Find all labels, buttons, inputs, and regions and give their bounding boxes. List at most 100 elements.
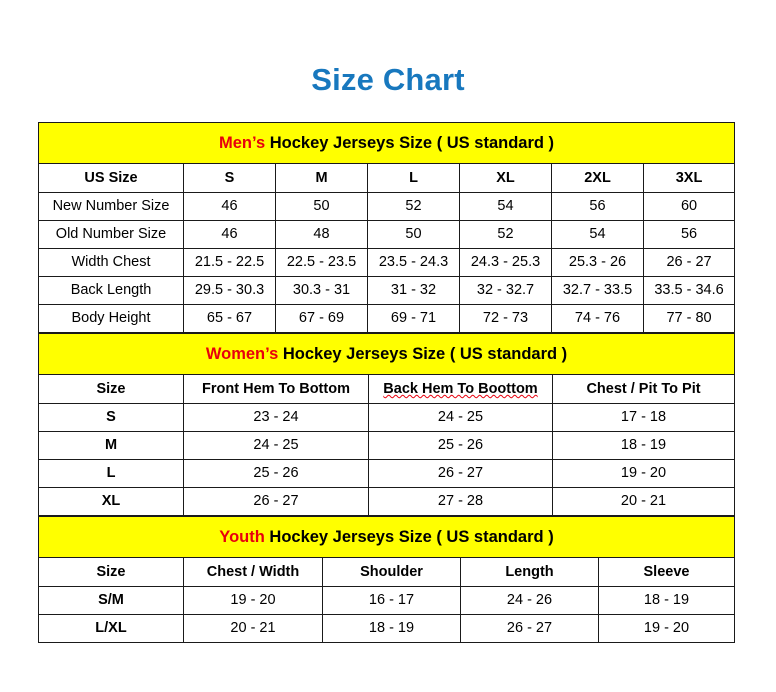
table-cell: 22.5 - 23.5 (275, 248, 368, 277)
table-cell: 32 - 32.7 (459, 276, 552, 305)
youth-section-banner: Youth Hockey Jerseys Size ( US standard … (37, 516, 736, 558)
table-row: Body Height 65 - 67 67 - 69 69 - 71 72 -… (38, 304, 736, 333)
table-row: Back Length 29.5 - 30.3 30.3 - 31 31 - 3… (38, 276, 736, 305)
table-cell: 26 - 27 (642, 248, 736, 277)
table-row: Old Number Size 46 48 50 52 54 56 (38, 220, 736, 249)
mens-column-header-row: US Size S M L XL 2XL 3XL (38, 163, 736, 193)
table-cell: 17 - 18 (551, 403, 736, 432)
mens-col-header: 2XL (551, 163, 644, 193)
table-cell: 27 - 28 (368, 487, 553, 516)
youth-col-header: Chest / Width (183, 557, 323, 587)
womens-col-header: Front Hem To Bottom (183, 374, 369, 404)
youth-banner-accent: Youth (219, 528, 265, 546)
row-label: L/XL (38, 614, 184, 643)
womens-col-header-misspelled: Back Hem To Boottom (383, 381, 538, 397)
table-cell: 20 - 21 (183, 614, 323, 643)
youth-size-table: Youth Hockey Jerseys Size ( US standard … (37, 516, 736, 643)
table-cell: 20 - 21 (551, 487, 736, 516)
table-cell: 16 - 17 (322, 586, 461, 615)
womens-section-banner: Women’s Hockey Jerseys Size ( US standar… (37, 333, 736, 375)
table-cell: 26 - 27 (368, 459, 553, 488)
table-cell: 30.3 - 31 (275, 276, 368, 305)
table-cell: 50 (367, 220, 460, 249)
youth-banner-rest: Hockey Jerseys Size ( US standard ) (264, 528, 554, 546)
mens-size-table: Men’s Hockey Jerseys Size ( US standard … (37, 122, 736, 333)
table-cell: 52 (367, 192, 460, 221)
youth-banner-cell: Youth Hockey Jerseys Size ( US standard … (37, 516, 736, 558)
row-label: New Number Size (38, 192, 184, 221)
table-cell: 29.5 - 30.3 (183, 276, 276, 305)
table-cell: 21.5 - 22.5 (183, 248, 276, 277)
table-cell: 65 - 67 (183, 304, 276, 333)
table-cell: 54 (459, 192, 552, 221)
table-cell: 18 - 19 (597, 586, 736, 615)
table-cell: 26 - 27 (183, 487, 369, 516)
womens-column-header-row: Size Front Hem To Bottom Back Hem To Boo… (38, 374, 736, 404)
mens-banner-rest: Hockey Jerseys Size ( US standard ) (265, 134, 555, 152)
womens-col-header: Chest / Pit To Pit (551, 374, 736, 404)
table-cell: 24 - 25 (183, 431, 369, 460)
row-label: S (38, 403, 184, 432)
table-cell: 48 (275, 220, 368, 249)
youth-col-header: Sleeve (597, 557, 736, 587)
mens-col-header: US Size (38, 163, 184, 193)
table-cell: 19 - 20 (183, 586, 323, 615)
mens-section-banner: Men’s Hockey Jerseys Size ( US standard … (37, 122, 736, 164)
mens-banner-cell: Men’s Hockey Jerseys Size ( US standard … (37, 122, 736, 164)
table-row: Width Chest 21.5 - 22.5 22.5 - 23.5 23.5… (38, 248, 736, 277)
size-tables-container: Men’s Hockey Jerseys Size ( US standard … (37, 122, 736, 643)
row-label: Width Chest (38, 248, 184, 277)
table-cell: 18 - 19 (322, 614, 461, 643)
table-cell: 60 (642, 192, 736, 221)
youth-col-header: Length (460, 557, 599, 587)
table-row: XL 26 - 27 27 - 28 20 - 21 (38, 487, 736, 516)
table-cell: 67 - 69 (275, 304, 368, 333)
table-cell: 33.5 - 34.6 (642, 276, 736, 305)
table-row: L/XL 20 - 21 18 - 19 26 - 27 19 - 20 (38, 614, 736, 643)
table-cell: 23.5 - 24.3 (367, 248, 460, 277)
youth-column-header-row: Size Chest / Width Shoulder Length Sleev… (38, 557, 736, 587)
youth-col-header: Size (38, 557, 184, 587)
table-cell: 24 - 25 (368, 403, 553, 432)
mens-banner-accent: Men’s (219, 134, 266, 152)
table-cell: 25 - 26 (368, 431, 553, 460)
mens-col-header: 3XL (642, 163, 736, 193)
table-cell: 46 (183, 220, 276, 249)
row-label: XL (38, 487, 184, 516)
table-cell: 56 (642, 220, 736, 249)
table-cell: 32.7 - 33.5 (551, 276, 644, 305)
table-cell: 72 - 73 (459, 304, 552, 333)
table-cell: 52 (459, 220, 552, 249)
row-label: M (38, 431, 184, 460)
table-cell: 18 - 19 (551, 431, 736, 460)
table-cell: 69 - 71 (367, 304, 460, 333)
table-row: L 25 - 26 26 - 27 19 - 20 (38, 459, 736, 488)
womens-col-header: Size (38, 374, 184, 404)
row-label: L (38, 459, 184, 488)
mens-col-header: M (275, 163, 368, 193)
table-cell: 25 - 26 (183, 459, 369, 488)
table-cell: 24.3 - 25.3 (459, 248, 552, 277)
page-title: Size Chart (311, 62, 465, 97)
mens-col-header: S (183, 163, 276, 193)
table-row: S/M 19 - 20 16 - 17 24 - 26 18 - 19 (38, 586, 736, 615)
table-cell: 19 - 20 (597, 614, 736, 643)
mens-col-header: L (367, 163, 460, 193)
table-row: New Number Size 46 50 52 54 56 60 (38, 192, 736, 221)
table-cell: 54 (551, 220, 644, 249)
table-cell: 25.3 - 26 (551, 248, 644, 277)
youth-col-header: Shoulder (322, 557, 461, 587)
table-cell: 56 (551, 192, 644, 221)
womens-banner-cell: Women’s Hockey Jerseys Size ( US standar… (37, 333, 736, 375)
table-cell: 24 - 26 (460, 586, 599, 615)
womens-banner-accent: Women’s (205, 345, 279, 363)
table-row: M 24 - 25 25 - 26 18 - 19 (38, 431, 736, 460)
row-label: S/M (38, 586, 184, 615)
row-label: Body Height (38, 304, 184, 333)
table-cell: 31 - 32 (367, 276, 460, 305)
mens-col-header: XL (459, 163, 552, 193)
table-cell: 23 - 24 (183, 403, 369, 432)
womens-size-table: Women’s Hockey Jerseys Size ( US standar… (37, 333, 736, 516)
table-cell: 77 - 80 (642, 304, 736, 333)
